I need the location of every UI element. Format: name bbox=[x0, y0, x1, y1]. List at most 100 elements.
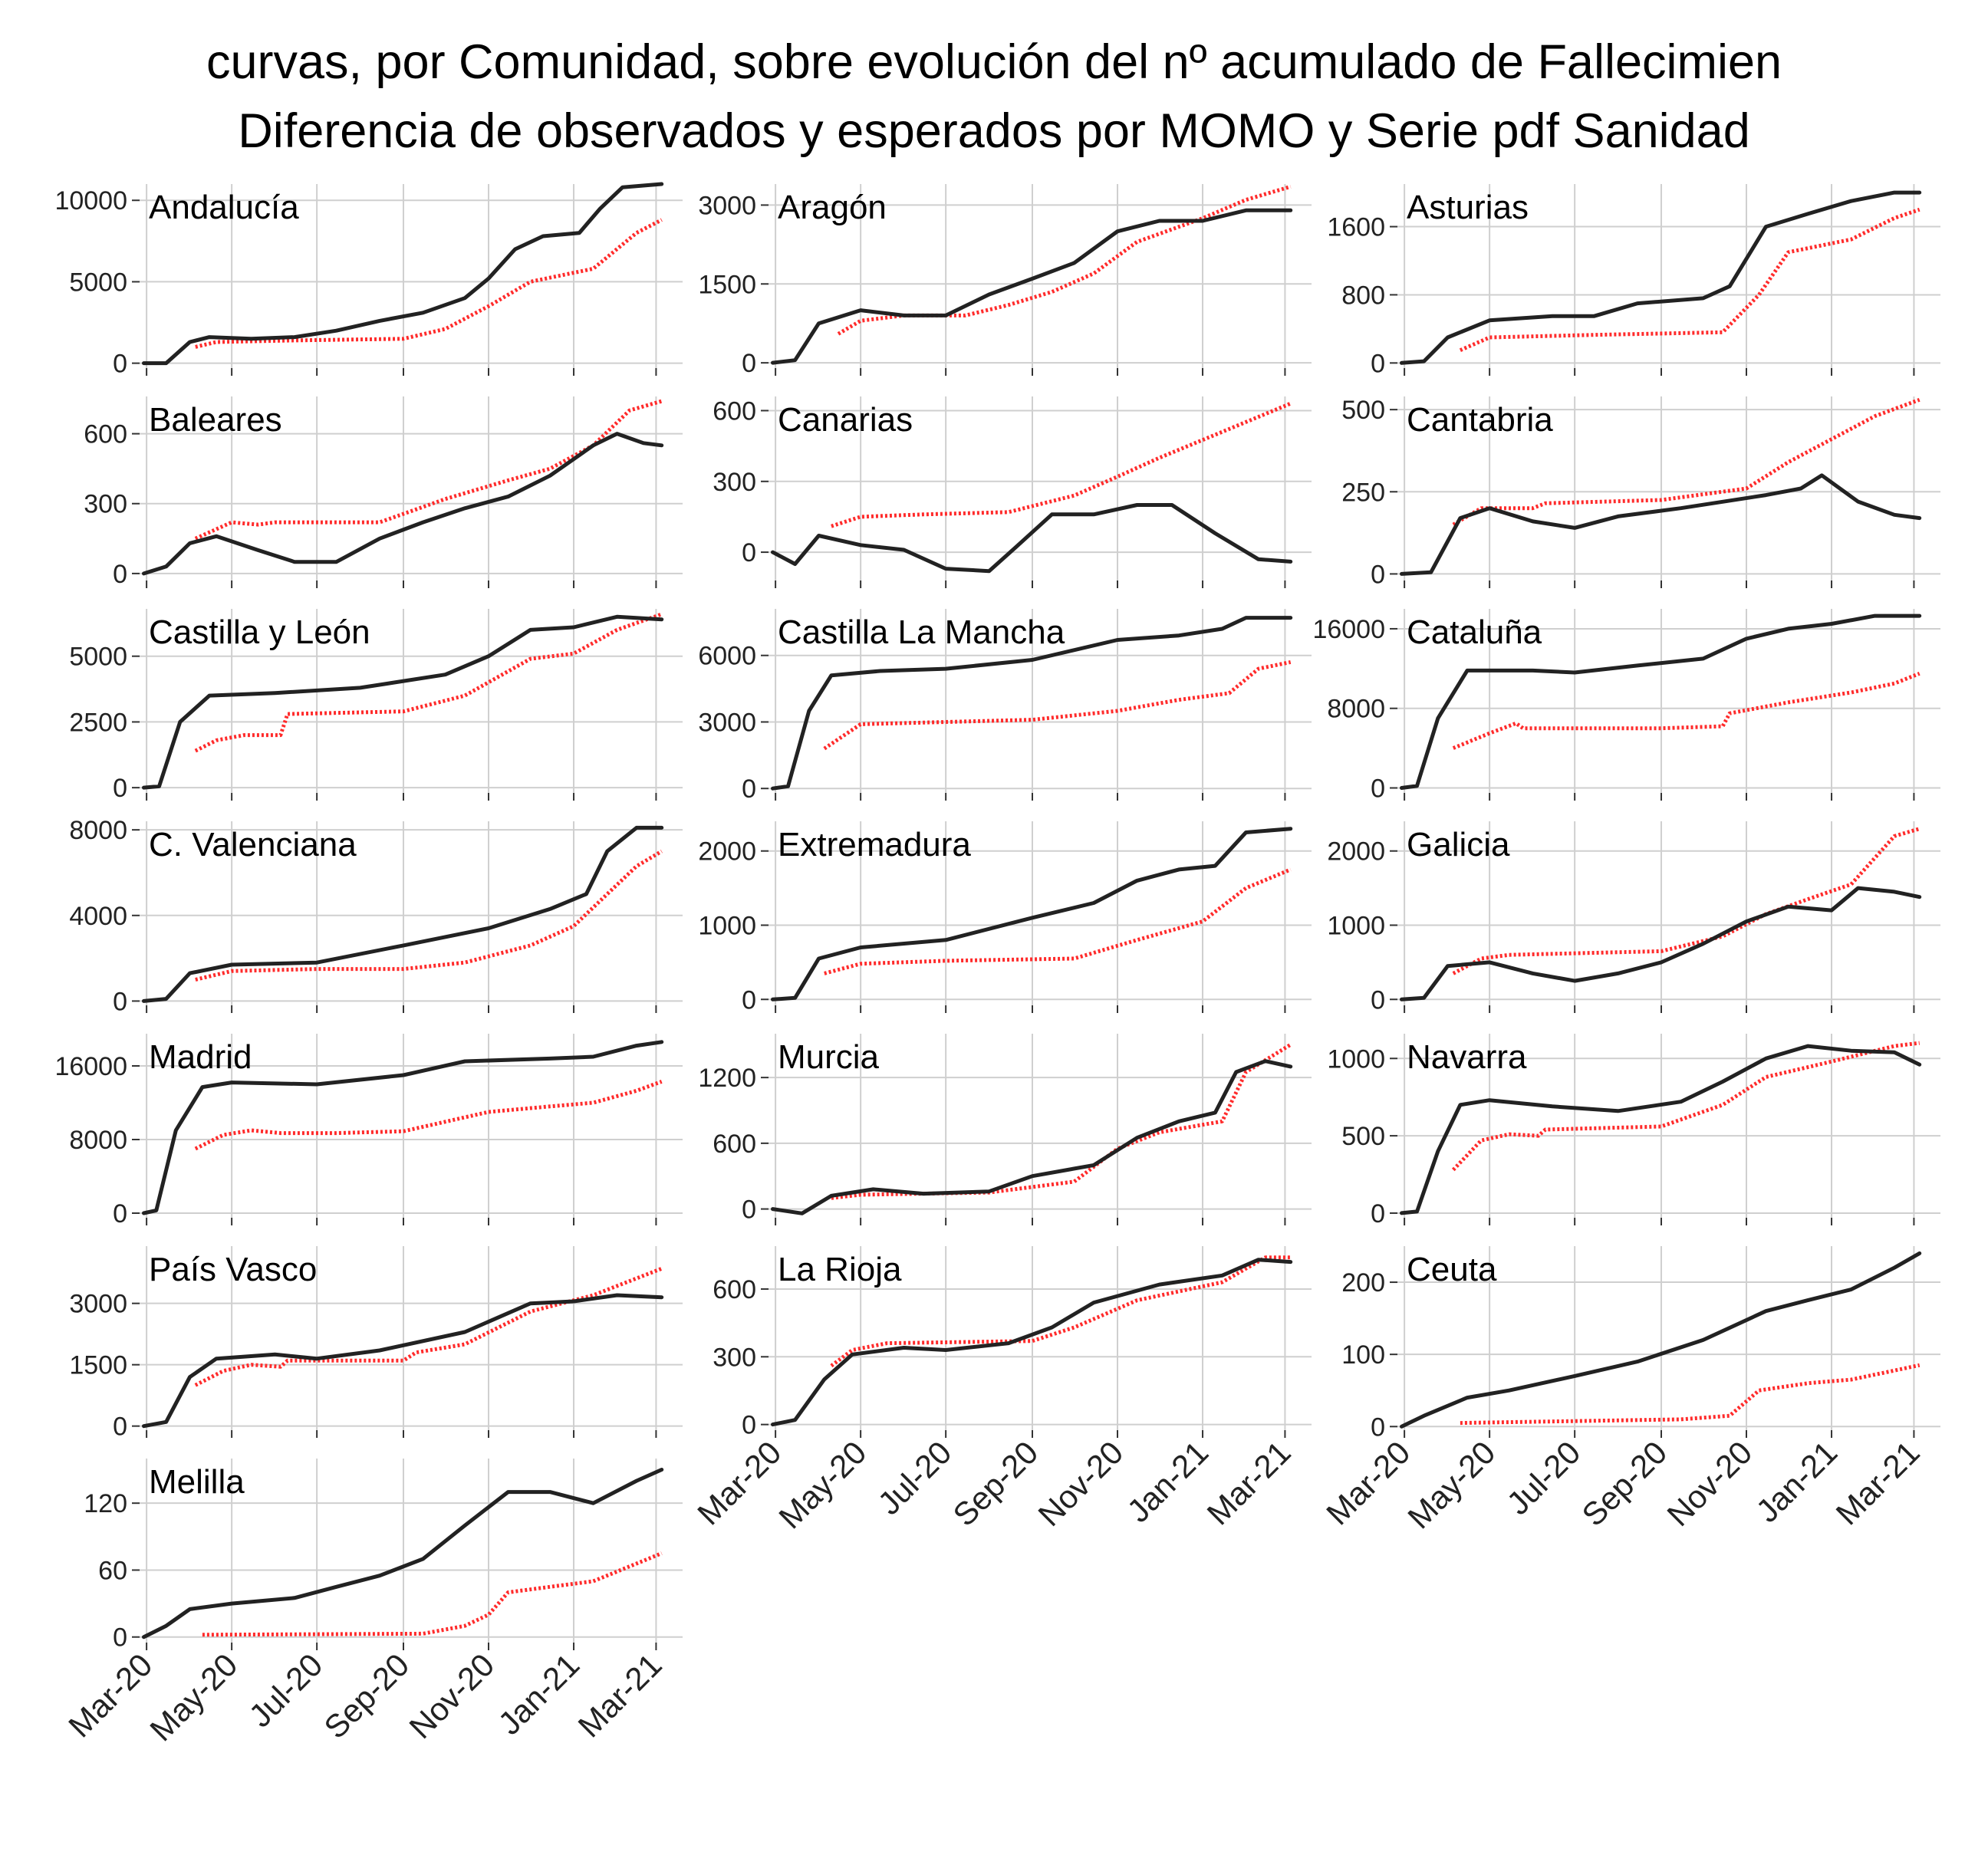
momo-difference-line bbox=[1400, 190, 1922, 365]
y-tick-label: 200 bbox=[1341, 1268, 1385, 1298]
momo-difference-line bbox=[771, 1059, 1293, 1215]
momo-difference-line bbox=[142, 1040, 664, 1215]
sanidad-series-line bbox=[824, 867, 1292, 975]
panel-label: Galicia bbox=[1407, 826, 1510, 863]
y-tick-label: 0 bbox=[113, 1413, 127, 1442]
y-tick-label: 16000 bbox=[1312, 615, 1385, 644]
sanidad-series-line bbox=[195, 218, 663, 349]
panel-label: Navarra bbox=[1407, 1038, 1527, 1076]
chart-title-line-1: curvas, por Comunidad, sobre evolución d… bbox=[206, 35, 1782, 89]
y-tick-label: 6000 bbox=[698, 642, 756, 671]
y-tick-label: 0 bbox=[742, 1411, 756, 1440]
sanidad-series-line bbox=[1459, 207, 1921, 352]
y-tick-label: 8000 bbox=[1327, 695, 1385, 724]
y-tick-label: 0 bbox=[1371, 1413, 1385, 1442]
y-tick-label: 2500 bbox=[69, 708, 127, 737]
y-tick-label: 5000 bbox=[69, 643, 127, 672]
facet-panel: 0 1500 3000 País Vasco bbox=[69, 1246, 683, 1442]
y-tick-label: 0 bbox=[113, 560, 127, 589]
y-tick-label: 600 bbox=[713, 396, 756, 426]
momo-difference-line bbox=[142, 614, 664, 790]
panel-label: La Rioja bbox=[778, 1251, 902, 1288]
facet-panel: 0 2500 5000 Castilla y León bbox=[69, 609, 683, 803]
panel-label: Murcia bbox=[778, 1038, 880, 1076]
panel-label: Asturias bbox=[1407, 189, 1529, 226]
facet-panel: 0 8000 16000 Cataluña bbox=[1312, 609, 1940, 804]
momo-difference-line bbox=[771, 1258, 1293, 1427]
y-tick-label: 600 bbox=[713, 1130, 756, 1159]
sanidad-series-line bbox=[831, 1043, 1292, 1200]
sanidad-series-line bbox=[194, 399, 663, 541]
y-tick-label: 300 bbox=[713, 1343, 756, 1372]
momo-difference-line bbox=[771, 208, 1293, 365]
y-tick-label: 1000 bbox=[1327, 1044, 1385, 1074]
momo-difference-line bbox=[142, 1293, 664, 1429]
momo-difference-line bbox=[771, 503, 1293, 574]
y-tick-label: 600 bbox=[713, 1275, 756, 1304]
chart-title-line-2: Diferencia de observados y esperados por… bbox=[238, 104, 1750, 158]
sanidad-series-line bbox=[1452, 827, 1921, 975]
y-tick-label: 0 bbox=[113, 1623, 127, 1653]
y-tick-label: 0 bbox=[742, 349, 756, 378]
panel-label: Aragón bbox=[778, 189, 887, 226]
panel-label: Cantabria bbox=[1407, 401, 1553, 439]
y-tick-label: 250 bbox=[1341, 478, 1385, 507]
facet-panel: 0 500 1000 Navarra bbox=[1327, 1034, 1940, 1228]
facet-panel: 0 800 1600 Asturias bbox=[1327, 184, 1940, 378]
y-tick-label: 0 bbox=[742, 1196, 756, 1225]
momo-difference-line bbox=[1400, 886, 1922, 1002]
y-tick-label: 0 bbox=[742, 775, 756, 804]
panel-label: Andalucía bbox=[149, 189, 299, 226]
panel-label: País Vasco bbox=[149, 1251, 317, 1288]
y-tick-label: 0 bbox=[113, 350, 127, 379]
y-tick-label: 0 bbox=[1371, 775, 1385, 804]
sanidad-series-line bbox=[837, 185, 1292, 336]
y-tick-label: 10000 bbox=[54, 186, 127, 215]
sanidad-series-line bbox=[194, 612, 663, 753]
panel-label: Madrid bbox=[149, 1038, 252, 1076]
y-tick-label: 3000 bbox=[69, 1290, 127, 1319]
panel-label: Castilla y León bbox=[149, 613, 370, 651]
sanidad-series-line bbox=[194, 1080, 663, 1151]
sanidad-series-line bbox=[830, 1255, 1291, 1368]
y-tick-label: 8000 bbox=[69, 1126, 127, 1155]
y-tick-label: 0 bbox=[742, 538, 756, 567]
y-tick-label: 500 bbox=[1341, 396, 1385, 425]
y-tick-label: 300 bbox=[84, 490, 127, 519]
y-tick-label: 100 bbox=[1341, 1340, 1385, 1370]
momo-difference-line bbox=[771, 827, 1293, 1002]
y-tick-label: 1500 bbox=[69, 1351, 127, 1380]
y-tick-label: 0 bbox=[113, 987, 127, 1016]
y-tick-label: 0 bbox=[1371, 560, 1385, 589]
y-tick-label: 60 bbox=[98, 1556, 127, 1585]
y-tick-label: 1600 bbox=[1327, 213, 1385, 242]
facet-panel: 0 5000 10000 Andalucía bbox=[54, 182, 683, 379]
momo-difference-line bbox=[1400, 1044, 1922, 1215]
panel-label: Baleares bbox=[149, 401, 282, 439]
y-tick-label: 300 bbox=[713, 468, 756, 497]
y-tick-label: 0 bbox=[113, 1199, 127, 1228]
momo-difference-line bbox=[142, 182, 664, 366]
facet-panel: 0 1000 2000 Galicia bbox=[1327, 821, 1940, 1015]
momo-difference-line bbox=[1400, 473, 1922, 576]
panel-label: Canarias bbox=[778, 401, 913, 439]
sanidad-series-line bbox=[1452, 671, 1921, 750]
y-tick-label: 5000 bbox=[69, 268, 127, 297]
momo-difference-line bbox=[771, 616, 1293, 791]
sanidad-series-line bbox=[195, 849, 663, 982]
y-tick-label: 800 bbox=[1341, 281, 1385, 310]
panel-label: Cataluña bbox=[1407, 613, 1542, 651]
sanidad-series-line bbox=[1460, 1363, 1921, 1426]
panel-label: Castilla La Mancha bbox=[778, 613, 1065, 651]
sanidad-series-line bbox=[194, 1266, 663, 1387]
y-tick-label: 0 bbox=[1371, 349, 1385, 378]
facet-panel: 0 3000 6000 Castilla La Mancha bbox=[698, 609, 1312, 804]
facet-panel: 0 1500 3000 Aragón bbox=[698, 184, 1312, 378]
y-tick-label: 1000 bbox=[1327, 911, 1385, 940]
y-tick-label: 0 bbox=[1371, 985, 1385, 1015]
y-tick-label: 1000 bbox=[698, 911, 756, 940]
panel-label: Melilla bbox=[149, 1463, 245, 1501]
facet-panel: 0 600 1200 Murcia bbox=[698, 1034, 1312, 1225]
momo-difference-line bbox=[142, 1468, 664, 1640]
